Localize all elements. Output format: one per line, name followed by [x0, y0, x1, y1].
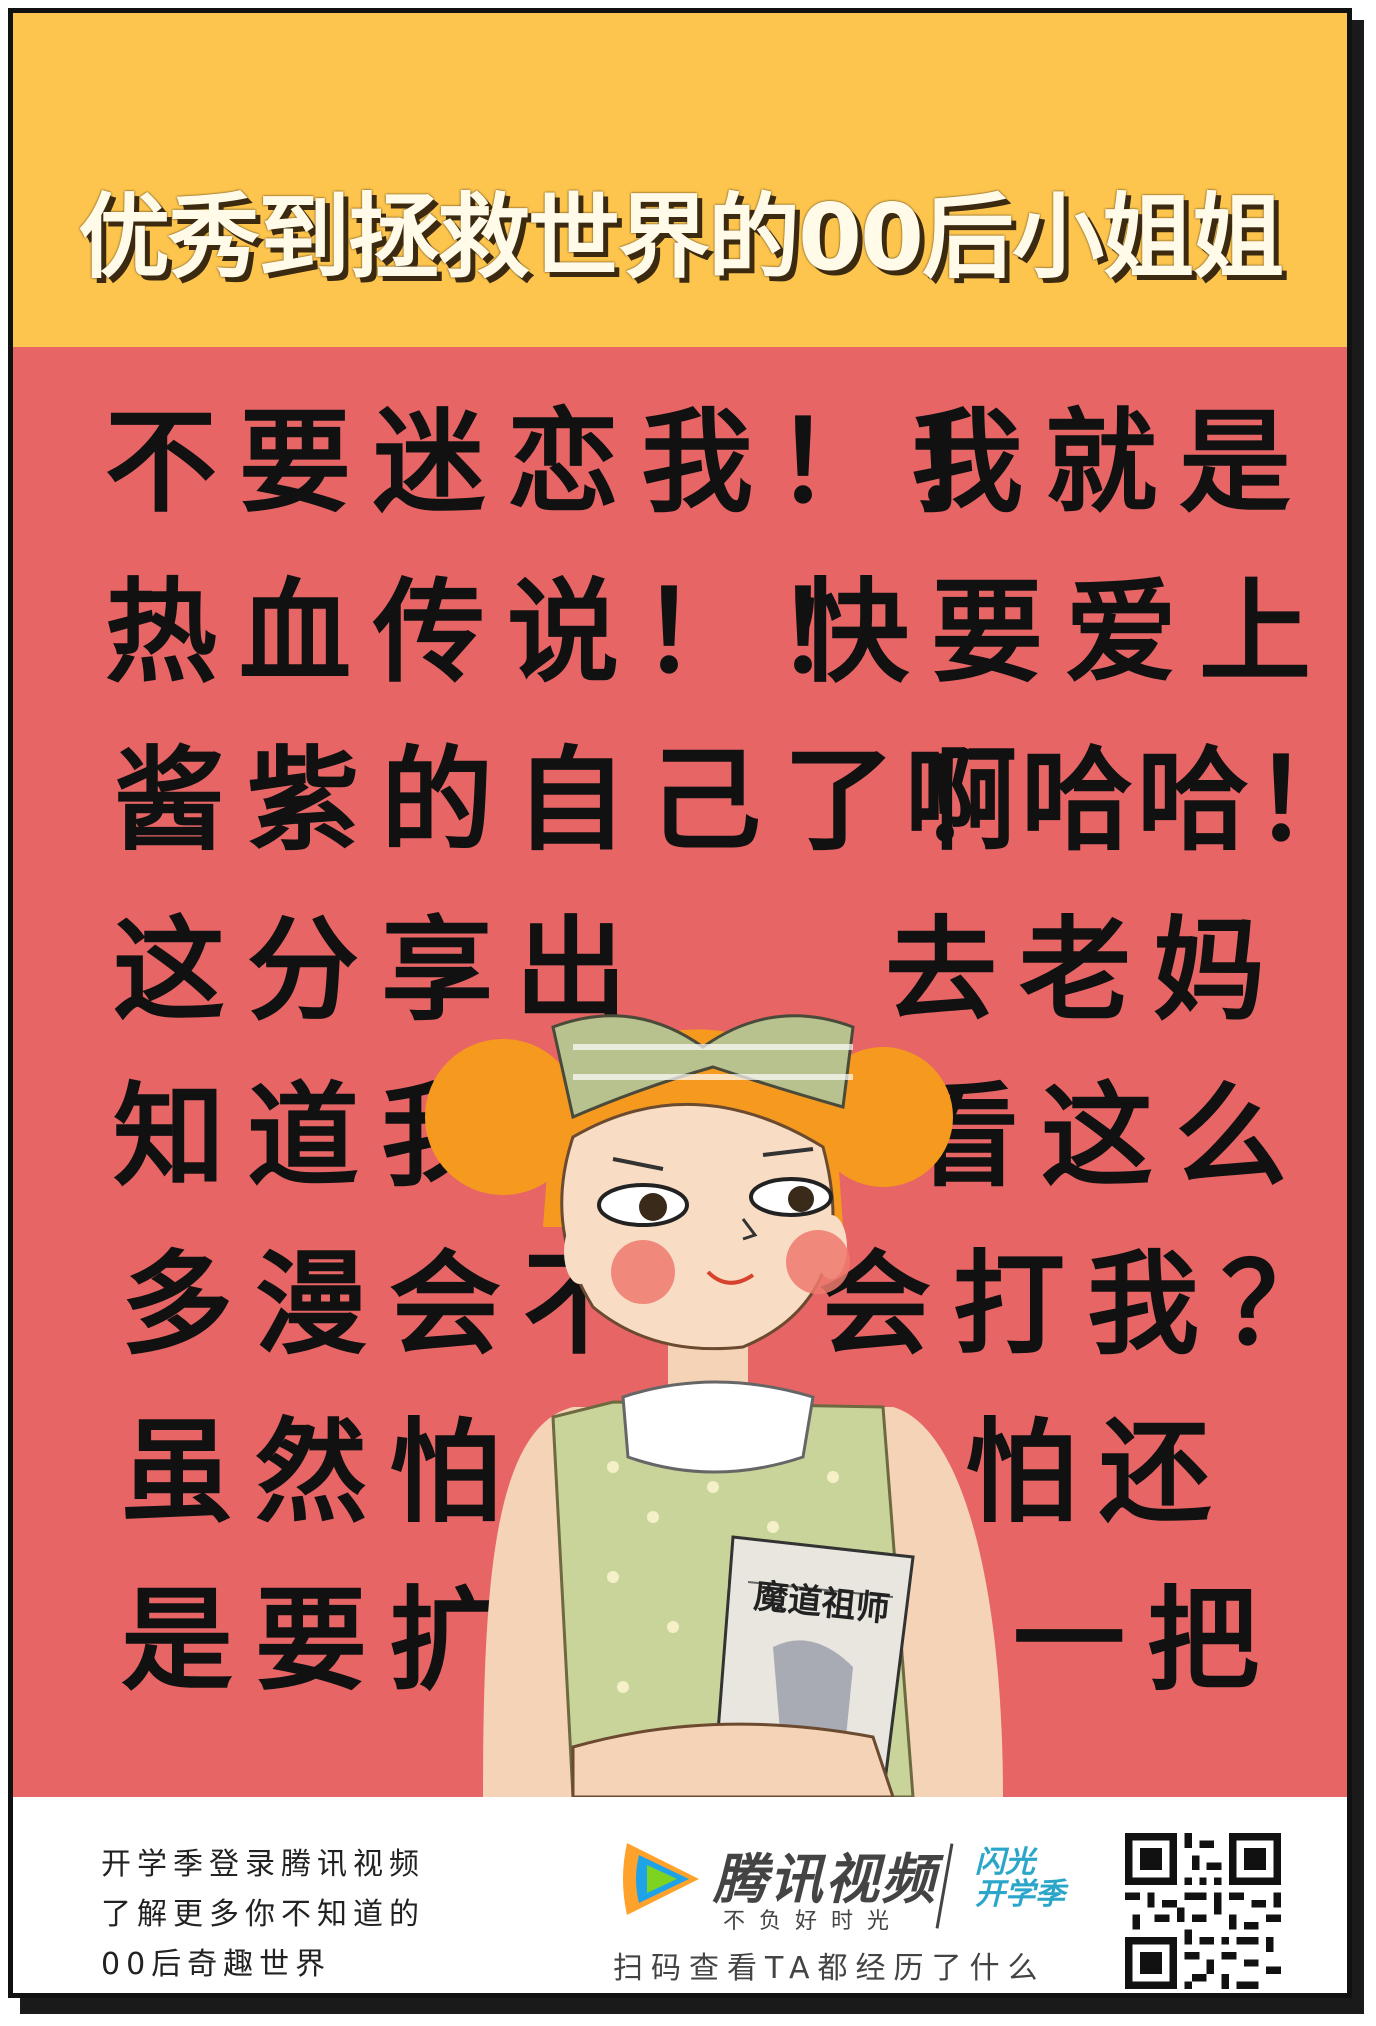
- cheek-left: [611, 1240, 675, 1304]
- qr-code-icon[interactable]: [1125, 1833, 1281, 1989]
- ear-left: [564, 1220, 596, 1284]
- text-line-right: 去老妈: [885, 906, 1287, 1036]
- text-line-left: 是要扩: [121, 1576, 523, 1706]
- tencent-video-logo-icon: [623, 1843, 699, 1915]
- scan-text: 扫码查看TA都经历了什么: [613, 1951, 1046, 1986]
- text-line-right: 啊哈哈！: [905, 736, 1352, 866]
- text-line-right: 我就是: [911, 398, 1313, 528]
- girl-illustration: 魔道祖师: [425, 1014, 1003, 1797]
- promo-line: 了解更多你不知道的: [101, 1897, 425, 1932]
- header: 优秀到拯救世界的00后小姐姐: [13, 13, 1347, 347]
- hair-bow: [551, 1014, 855, 1120]
- nose: [741, 1218, 758, 1241]
- poster: 优秀到拯救世界的00后小姐姐 不要迷恋我！！ 我就是 热血传说！！ 快要爱上 酱…: [8, 8, 1352, 1998]
- pupil-left: [639, 1193, 667, 1221]
- text-line-right: 看这么: [907, 1072, 1309, 1202]
- face: [560, 1102, 835, 1351]
- text-line-left: 酱紫的自己了！: [113, 736, 1051, 866]
- promo-line: 00后奇趣世界: [101, 1947, 332, 1982]
- season-line: 闪光: [975, 1845, 1035, 1880]
- hair-bun-left: [425, 1039, 581, 1195]
- season-line: 开学季: [975, 1876, 1065, 1912]
- text-line-right: 会打我？: [819, 1240, 1352, 1370]
- text-line-left: 这分享出: [113, 906, 649, 1036]
- brow-left: [612, 1157, 664, 1171]
- text-line-left: 热血传说！！: [105, 568, 909, 698]
- text-line-left: 不要迷恋我！！: [105, 398, 1043, 528]
- hair-bun-right: [813, 1047, 953, 1187]
- text-line-left: 虽然怕: [121, 1408, 523, 1538]
- cheek-right: [786, 1230, 850, 1294]
- season-badge: 闪光 开学季: [975, 1847, 1065, 1910]
- divider: [935, 1843, 954, 1929]
- hand: [571, 1722, 895, 1797]
- text-line-right: 快要爱上: [797, 568, 1333, 698]
- text-line-right: 怕还: [965, 1408, 1233, 1538]
- pupil-right: [788, 1186, 814, 1212]
- brand-name: 腾讯视频: [713, 1848, 937, 1911]
- text-line-left: 多漫会不: [121, 1240, 657, 1370]
- footer: 开学季登录腾讯视频 了解更多你不知道的 00后奇趣世界 腾讯视频 不负好时光 闪…: [13, 1797, 1347, 1993]
- poster-body: 不要迷恋我！！ 我就是 热血传说！！ 快要爱上 酱紫的自己了！ 啊哈哈！ 这分享…: [13, 347, 1347, 1797]
- collar: [621, 1380, 815, 1474]
- page-title: 优秀到拯救世界的00后小姐姐: [77, 184, 1284, 291]
- mouth: [706, 1270, 755, 1285]
- promo-line: 开学季登录腾讯视频: [101, 1847, 425, 1882]
- brow-right: [762, 1147, 814, 1157]
- text-line-right: 一把: [1013, 1576, 1281, 1706]
- brand-slogan: 不负好时光: [723, 1909, 904, 1934]
